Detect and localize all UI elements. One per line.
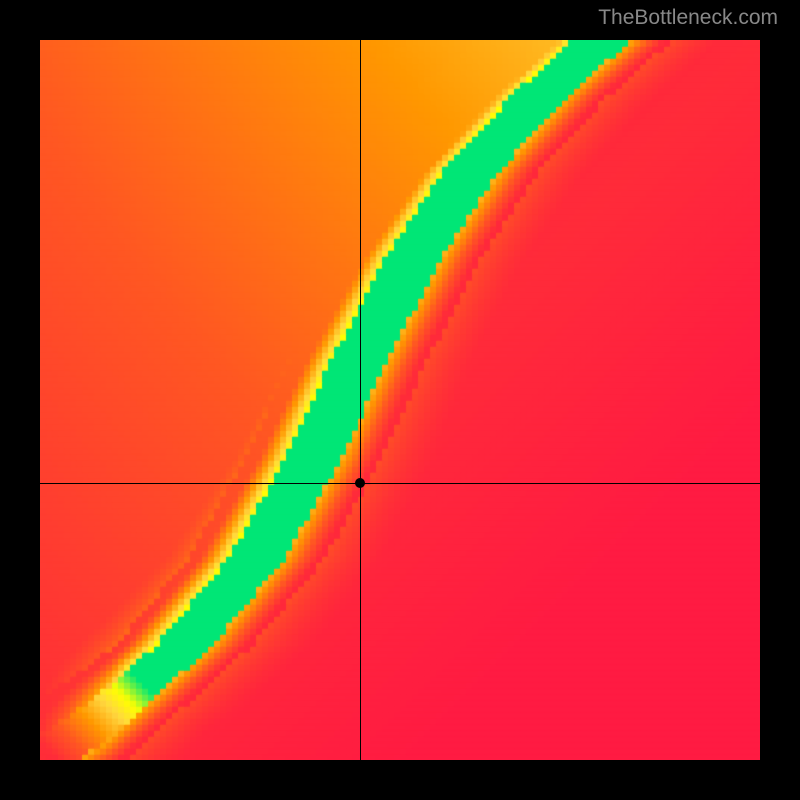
heatmap-plot <box>40 40 760 760</box>
crosshair-vertical <box>360 40 361 760</box>
crosshair-marker <box>355 478 365 488</box>
watermark-text: TheBottleneck.com <box>598 6 778 30</box>
crosshair-horizontal <box>40 483 760 484</box>
heatmap-canvas <box>40 40 760 760</box>
